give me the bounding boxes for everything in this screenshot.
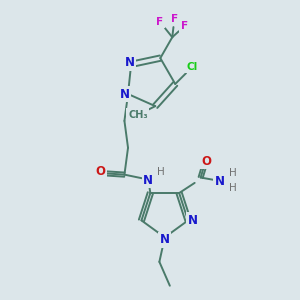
Text: H: H xyxy=(229,168,236,178)
Text: O: O xyxy=(201,154,211,168)
Text: N: N xyxy=(119,88,129,100)
Text: N: N xyxy=(160,233,170,246)
Text: N: N xyxy=(188,214,197,227)
Text: O: O xyxy=(95,165,105,178)
Text: N: N xyxy=(215,175,225,188)
Text: H: H xyxy=(229,183,236,193)
Text: F: F xyxy=(156,17,163,27)
Text: N: N xyxy=(124,56,135,69)
Text: CH₃: CH₃ xyxy=(128,110,148,120)
Text: Cl: Cl xyxy=(187,62,198,72)
Text: F: F xyxy=(181,21,188,31)
Text: N: N xyxy=(143,173,153,187)
Text: H: H xyxy=(157,167,165,177)
Text: F: F xyxy=(171,14,178,24)
